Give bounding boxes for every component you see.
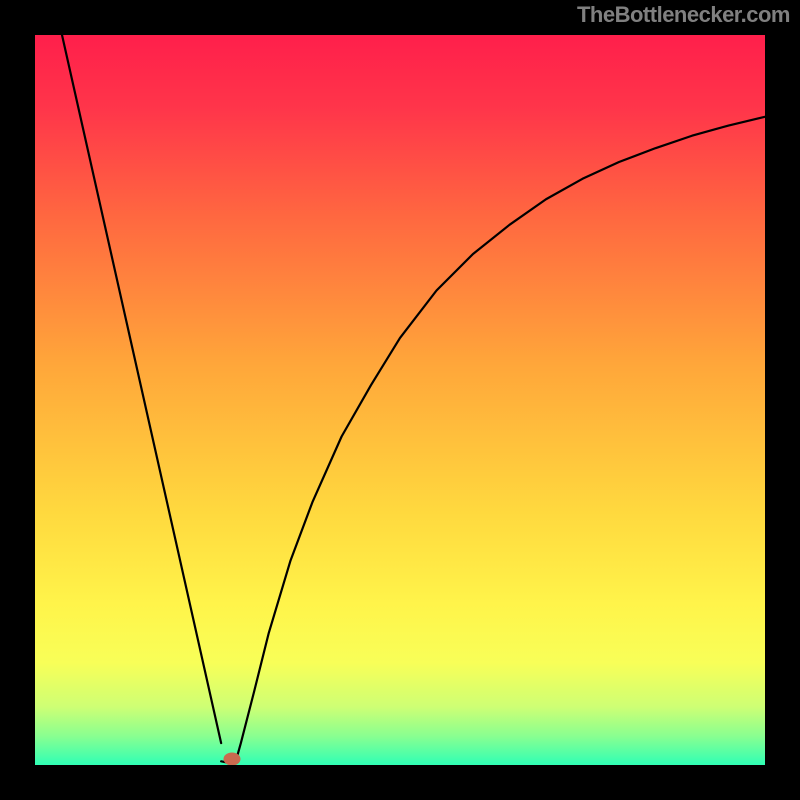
curve-svg	[35, 35, 765, 765]
minimum-marker	[224, 753, 241, 765]
chart-container: TheBottlenecker.com	[0, 0, 800, 800]
plot-area	[35, 35, 765, 765]
bottleneck-curve	[62, 35, 765, 763]
watermark-text: TheBottlenecker.com	[577, 2, 790, 28]
